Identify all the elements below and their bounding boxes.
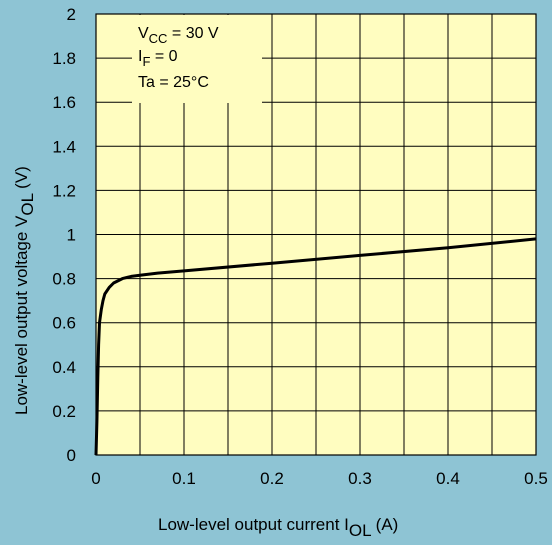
y-tick-label: 2 bbox=[67, 5, 76, 24]
x-tick-label: 0.5 bbox=[524, 469, 548, 488]
plot-border bbox=[95, 13, 537, 456]
y-tick-label: 0.4 bbox=[52, 358, 76, 377]
annotation-rest: = 30 V bbox=[167, 25, 218, 42]
series-line bbox=[94, 237, 537, 456]
x-tick-label: 0.4 bbox=[436, 469, 460, 488]
annotation-text: Ta = 25°C bbox=[138, 74, 209, 91]
x-axis-label: Low-level output current IOL (A) bbox=[158, 515, 398, 540]
y-tick-label: 0 bbox=[67, 446, 76, 465]
x-tick-label: 0.1 bbox=[172, 469, 196, 488]
y-tick-label: 1.4 bbox=[52, 137, 76, 156]
annotation-box bbox=[132, 15, 262, 103]
x-tick-label: 0 bbox=[91, 469, 100, 488]
y-tick-label: 0.6 bbox=[52, 314, 76, 333]
annotation-main: I bbox=[138, 48, 142, 65]
y-tick-label: 1.8 bbox=[52, 49, 76, 68]
annotation-rest: = 0 bbox=[150, 48, 177, 65]
annotation-text: IF = 0 bbox=[138, 48, 178, 69]
annotation-subscript: F bbox=[142, 54, 150, 69]
y-axis-label: Low-level output voltage VOL (V) bbox=[12, 166, 37, 415]
y-tick-label: 1 bbox=[67, 226, 76, 245]
y-tick-label: 0.8 bbox=[52, 270, 76, 289]
y-tick-label: 1.2 bbox=[52, 181, 76, 200]
y-tick-label: 0.2 bbox=[52, 402, 76, 421]
y-tick-label: 1.6 bbox=[52, 93, 76, 112]
x-tick-label: 0.3 bbox=[348, 469, 372, 488]
annotation-subscript: CC bbox=[149, 31, 168, 46]
annotation-text: VCC = 30 V bbox=[138, 25, 219, 46]
annotation-main: Ta = 25°C bbox=[138, 74, 209, 91]
x-tick-label: 0.2 bbox=[260, 469, 284, 488]
annotation-main: V bbox=[138, 25, 149, 42]
